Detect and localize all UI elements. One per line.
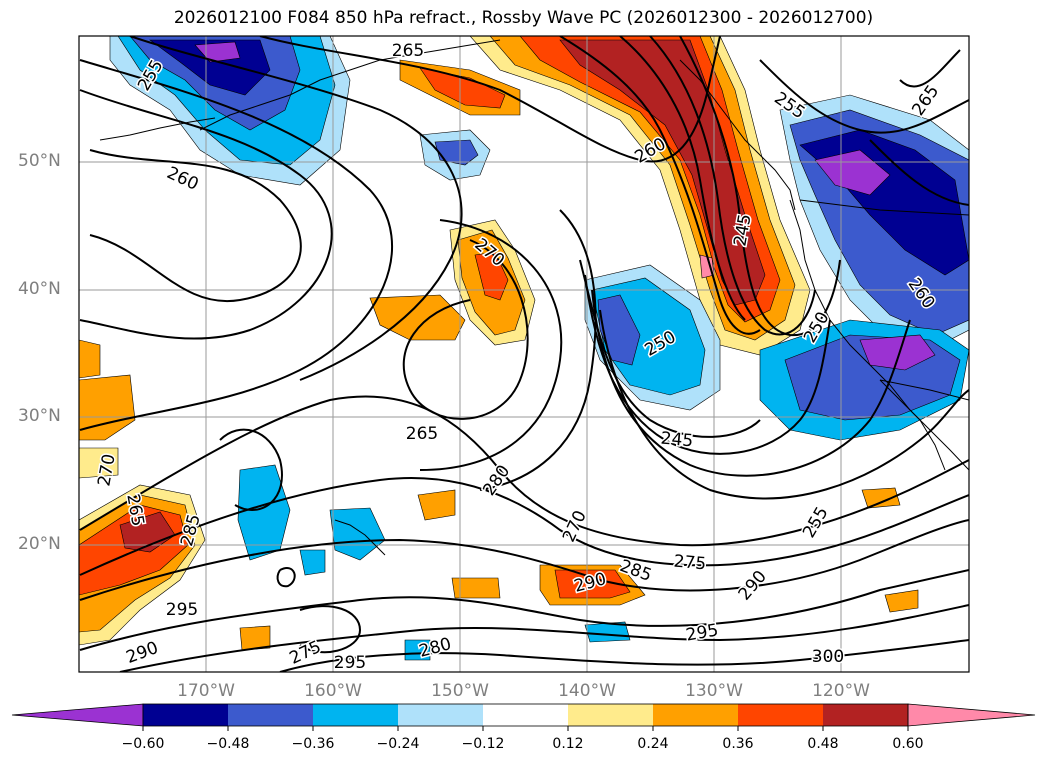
contour-label: 265 — [406, 424, 438, 444]
contour-line — [129, 36, 463, 381]
colorbar-segment — [143, 704, 228, 726]
contour-label: 245 — [660, 429, 694, 452]
positive-anomaly-west-edge-2 — [79, 374, 136, 441]
coastline-aleutians — [99, 117, 216, 141]
positive-anomaly-south-1-core — [554, 569, 631, 599]
lat-label-40n: 40°N — [18, 279, 61, 299]
colorbar-extend-high — [907, 703, 1036, 727]
colorbar-segment — [568, 704, 653, 726]
coastline-baja — [879, 379, 946, 471]
lat-label-50n: 50°N — [18, 151, 61, 171]
colorbar-tick-label: −0.24 — [377, 736, 420, 752]
negative-anomaly-south-3 — [299, 549, 326, 576]
colorbar-tick-label: 0.24 — [637, 736, 668, 752]
lon-label-150w: 150°W — [431, 681, 489, 701]
coastline-us-west — [789, 199, 969, 471]
lon-label-120w: 120°W — [812, 681, 870, 701]
contour-label: 265 — [392, 41, 424, 61]
contour-line — [591, 289, 911, 477]
contour-lines — [79, 36, 969, 672]
map-title: 2026012100 F084 850 hPa refract., Rossby… — [173, 8, 874, 28]
positive-anomaly-west-central — [369, 294, 466, 341]
colorbar-frame — [142, 703, 909, 727]
colorbar-segment — [398, 704, 483, 726]
contour-label: 295 — [334, 653, 366, 673]
colorbar-segment — [313, 704, 398, 726]
colorbar-segment — [653, 704, 738, 726]
lon-label-140w: 140°W — [558, 681, 616, 701]
contour-line — [79, 569, 969, 651]
contour-line — [299, 605, 362, 654]
lon-label-170w: 170°W — [177, 681, 235, 701]
contour-line — [619, 36, 746, 321]
colorbar-segment — [228, 704, 313, 726]
contour-line — [79, 59, 394, 431]
contour-line — [679, 36, 841, 337]
contour-line — [219, 428, 283, 511]
negative-anomaly-central-north-core — [434, 139, 479, 166]
graticule — [79, 36, 969, 672]
colorbar-extend-low — [11, 703, 144, 727]
coastline-bc — [679, 59, 796, 211]
contour-line — [479, 209, 597, 491]
contour-line — [79, 519, 969, 601]
border-us-canada — [799, 199, 969, 216]
map-frame — [78, 35, 970, 673]
positive-anomaly-west-edge-3 — [79, 447, 119, 479]
colorbar-tick-label: −0.36 — [292, 736, 335, 752]
negative-anomaly-baja-max — [859, 334, 936, 371]
contour-line — [79, 477, 969, 576]
contour-line — [419, 219, 563, 471]
positive-anomaly-south-4 — [239, 625, 271, 651]
colorbar-segment — [738, 704, 823, 726]
negative-anomaly-us-west-max — [814, 149, 891, 196]
colorbar: −0.60 −0.48 −0.36 −0.24 −0.12 0.12 0.24 0.36 0.4… — [11, 703, 1036, 752]
contour-line — [559, 36, 761, 335]
positive-anomaly-west-edge — [79, 339, 101, 379]
contour-line — [259, 36, 721, 163]
contour-line — [119, 604, 969, 672]
positive-anomaly-south-6 — [884, 589, 919, 613]
lat-label-30n: 30°N — [18, 406, 61, 426]
contour-line — [869, 139, 969, 206]
colorbar-tick-label: −0.60 — [122, 736, 165, 752]
lon-label-160w: 160°W — [304, 681, 362, 701]
lon-label-130w: 130°W — [685, 681, 743, 701]
colorbar-segment — [823, 704, 908, 726]
colorbar-tick-label: −0.48 — [207, 736, 250, 752]
contour-line — [402, 239, 529, 420]
coastline-alaska — [199, 39, 501, 131]
contour-label: 300 — [812, 647, 844, 667]
colorbar-tick-label: 0.60 — [892, 736, 923, 752]
coastlines — [99, 39, 969, 556]
negative-anomaly-northwest-deep — [149, 39, 271, 96]
negative-anomaly-east-pacific-mid — [597, 294, 641, 366]
colorbar-tick-label: 0.48 — [807, 736, 838, 752]
contour-line — [89, 149, 302, 303]
positive-anomaly-southwest-max — [119, 511, 176, 553]
border-us-mexico — [879, 379, 969, 401]
contour-line — [899, 49, 961, 88]
positive-anomaly-south-5 — [861, 487, 901, 509]
positive-anomaly-south-2 — [451, 577, 501, 599]
contour-line — [599, 309, 969, 500]
contour-line — [759, 59, 969, 134]
colorbar-tick-label: 0.12 — [552, 736, 583, 752]
contour-label: 275 — [673, 552, 707, 575]
contour-line — [276, 567, 296, 588]
lat-label-20n: 20°N — [18, 534, 61, 554]
colorbar-segment — [483, 704, 568, 726]
coastline-hawaii — [334, 519, 386, 556]
colorbar-tick-label: 0.36 — [722, 736, 753, 752]
positive-anomaly-gulf-core — [419, 67, 506, 109]
colorbar-tick-label: −0.12 — [462, 736, 505, 752]
contour-line — [79, 89, 333, 340]
positive-anomaly-south-3 — [417, 489, 456, 521]
contour-line — [279, 639, 969, 672]
contour-label: 295 — [166, 600, 198, 620]
contour-line — [649, 36, 816, 336]
